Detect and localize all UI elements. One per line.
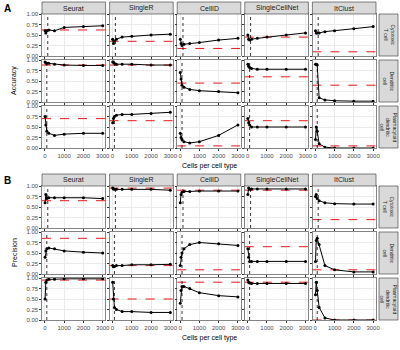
svg-text:0: 0: [246, 153, 250, 159]
svg-text:1.00: 1.00: [27, 11, 39, 17]
svg-text:3000: 3000: [96, 153, 110, 159]
svg-text:3000: 3000: [299, 153, 313, 159]
svg-text:3000: 3000: [366, 153, 380, 159]
svg-text:0: 0: [43, 325, 47, 331]
svg-text:B: B: [4, 175, 11, 186]
svg-text:3000: 3000: [231, 325, 245, 331]
svg-text:1000: 1000: [193, 325, 207, 331]
svg-text:1.00: 1.00: [27, 275, 39, 281]
svg-text:1.00: 1.00: [27, 103, 39, 109]
svg-text:2000: 2000: [77, 153, 91, 159]
svg-text:0.75: 0.75: [27, 22, 39, 28]
svg-text:0.75: 0.75: [27, 194, 39, 200]
svg-text:A: A: [4, 3, 11, 14]
svg-text:3000: 3000: [164, 325, 178, 331]
svg-text:Cells per cell type: Cells per cell type: [182, 334, 237, 342]
svg-text:Plasmacytoiddendriticcell: Plasmacytoiddendriticcell: [379, 113, 398, 143]
svg-text:ItClust: ItClust: [334, 176, 354, 183]
svg-text:1.00: 1.00: [27, 229, 39, 235]
svg-text:0.75: 0.75: [27, 68, 39, 74]
svg-text:0: 0: [178, 325, 182, 331]
svg-text:2000: 2000: [347, 153, 361, 159]
svg-text:0.75: 0.75: [27, 286, 39, 292]
svg-text:0.50: 0.50: [27, 78, 39, 84]
svg-text:2000: 2000: [212, 325, 226, 331]
svg-text:Seurat: Seurat: [63, 176, 84, 183]
svg-text:Dendriticcell: Dendriticcell: [382, 72, 395, 92]
svg-text:Dendriticcell: Dendriticcell: [382, 244, 395, 264]
svg-text:2000: 2000: [280, 325, 294, 331]
svg-text:3000: 3000: [96, 325, 110, 331]
svg-text:0.50: 0.50: [27, 204, 39, 210]
svg-text:1000: 1000: [57, 325, 71, 331]
svg-text:1.00: 1.00: [27, 57, 39, 63]
svg-text:0.25: 0.25: [27, 43, 39, 49]
svg-text:0.25: 0.25: [27, 307, 39, 313]
svg-text:3000: 3000: [366, 325, 380, 331]
svg-text:0: 0: [111, 153, 115, 159]
svg-text:0: 0: [111, 325, 115, 331]
svg-text:2000: 2000: [347, 325, 361, 331]
svg-text:3000: 3000: [231, 153, 245, 159]
svg-text:0.25: 0.25: [27, 261, 39, 267]
svg-text:CellID: CellID: [200, 176, 219, 183]
svg-text:0.25: 0.25: [27, 215, 39, 221]
svg-text:0.00: 0.00: [27, 99, 39, 105]
svg-text:0.50: 0.50: [27, 296, 39, 302]
svg-text:0.75: 0.75: [27, 240, 39, 246]
svg-text:CellID: CellID: [200, 5, 219, 12]
svg-text:SingleR: SingleR: [129, 176, 154, 184]
svg-text:0.00: 0.00: [27, 271, 39, 277]
svg-text:Cells per cell type: Cells per cell type: [182, 162, 237, 170]
svg-text:0.50: 0.50: [27, 124, 39, 130]
svg-text:Precision: Precision: [11, 238, 18, 267]
svg-text:1000: 1000: [57, 153, 71, 159]
svg-text:2000: 2000: [280, 153, 294, 159]
svg-text:SingleCellNet: SingleCellNet: [256, 4, 298, 12]
svg-text:CytotoxicT cell: CytotoxicT cell: [382, 197, 395, 218]
svg-text:0.00: 0.00: [27, 53, 39, 59]
svg-text:2000: 2000: [77, 325, 91, 331]
svg-text:0: 0: [246, 325, 250, 331]
svg-text:SingleR: SingleR: [129, 4, 154, 12]
svg-text:SingleCellNet: SingleCellNet: [256, 176, 298, 184]
svg-text:1000: 1000: [260, 325, 274, 331]
svg-text:0: 0: [314, 325, 318, 331]
svg-text:CytotoxicT cell: CytotoxicT cell: [383, 25, 396, 46]
svg-text:2000: 2000: [212, 153, 226, 159]
svg-text:2000: 2000: [144, 153, 158, 159]
svg-text:3000: 3000: [164, 153, 178, 159]
svg-text:3000: 3000: [299, 325, 313, 331]
svg-text:0.00: 0.00: [27, 225, 39, 231]
svg-text:0.50: 0.50: [27, 250, 39, 256]
svg-text:0: 0: [314, 153, 318, 159]
svg-text:ItClust: ItClust: [334, 5, 354, 12]
svg-text:0.25: 0.25: [27, 135, 39, 141]
svg-text:0.50: 0.50: [27, 32, 39, 38]
svg-text:1.00: 1.00: [27, 183, 39, 189]
svg-text:0: 0: [178, 153, 182, 159]
svg-text:1000: 1000: [125, 325, 139, 331]
svg-text:1000: 1000: [328, 153, 342, 159]
svg-text:Seurat: Seurat: [63, 5, 84, 12]
svg-text:1000: 1000: [193, 153, 207, 159]
svg-text:1000: 1000: [328, 325, 342, 331]
svg-text:1000: 1000: [125, 153, 139, 159]
svg-text:0.75: 0.75: [27, 114, 39, 120]
svg-text:0.00: 0.00: [27, 145, 39, 151]
svg-text:0: 0: [43, 153, 47, 159]
svg-text:1000: 1000: [260, 153, 274, 159]
svg-text:2000: 2000: [144, 325, 158, 331]
svg-text:0.25: 0.25: [27, 89, 39, 95]
svg-text:Accuracy: Accuracy: [10, 66, 18, 95]
svg-text:Plasmacytoiddendriticcell: Plasmacytoiddendriticcell: [379, 285, 398, 315]
svg-text:0.00: 0.00: [27, 317, 39, 323]
